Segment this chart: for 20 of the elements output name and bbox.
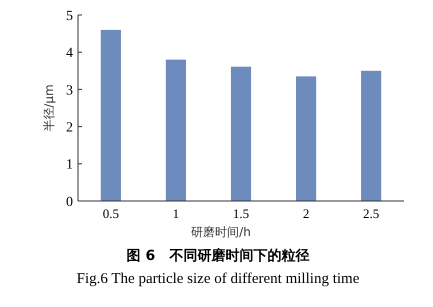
bar <box>230 66 252 201</box>
x-tick-label: 1.5 <box>232 206 250 221</box>
bar <box>166 60 186 201</box>
bar <box>100 30 121 201</box>
bar <box>361 70 382 201</box>
x-tick-label: 1 <box>172 206 180 221</box>
x-tick-label: 2 <box>302 206 310 221</box>
x-axis-title: 研磨时间/h <box>191 225 251 239</box>
x-tick-label: 0.5 <box>102 206 119 221</box>
y-tick-label: 0 <box>66 194 73 210</box>
text: 图 6 不同研磨时间下的粒径 <box>126 247 310 264</box>
y-tick-label: 3 <box>66 83 73 98</box>
y-tick-label: 5 <box>66 8 73 24</box>
y-tick-label: 4 <box>66 46 73 62</box>
x-tick-label: 2.5 <box>363 206 380 221</box>
bar <box>296 76 316 201</box>
y-tick-label: 2 <box>66 120 73 136</box>
y-tick-label: 1 <box>66 158 73 173</box>
y-axis-title: 半径/μm <box>42 84 56 132</box>
text: Fig.6 The particle size of different milling time <box>76 271 360 287</box>
